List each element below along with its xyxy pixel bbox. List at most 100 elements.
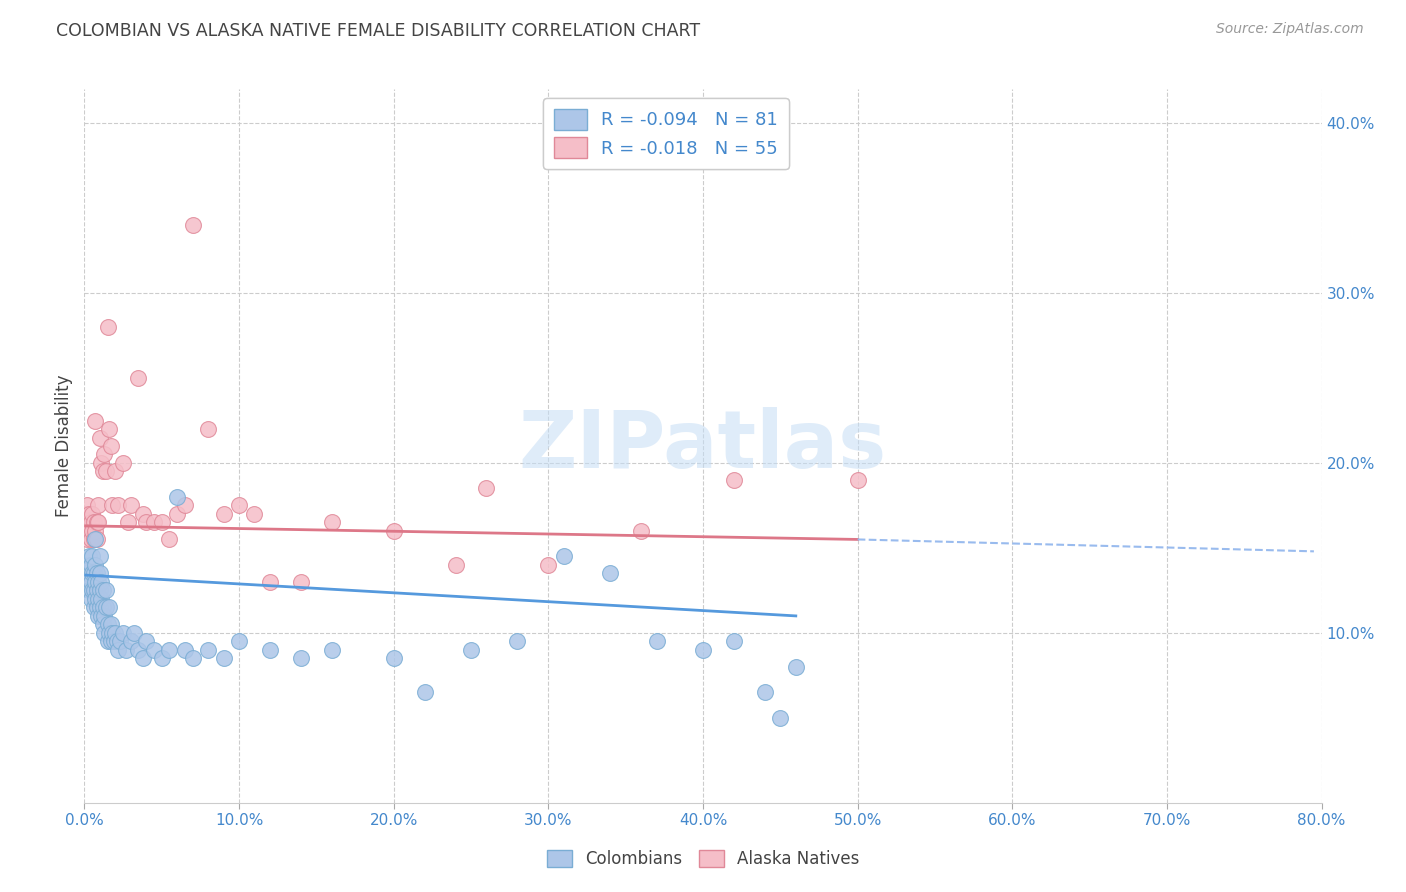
Point [94,583,117,598]
Point [96,634,118,648]
Point [132,507,155,521]
Point [91,600,114,615]
Point [76,499,98,513]
Point [100,617,122,632]
Point [645,634,668,648]
Point [79,558,101,572]
Point [444,558,467,572]
Point [599,566,621,581]
Point [87,591,110,606]
Point [115,643,138,657]
Point [98,626,121,640]
Point [630,524,652,538]
Point [290,651,312,665]
Point [166,507,188,521]
Point [143,643,166,657]
Point [101,499,124,513]
Point [101,626,124,640]
Point [259,643,281,657]
Point [87,516,110,530]
Point [769,711,792,725]
Point [159,533,180,547]
Point [506,634,529,648]
Point [197,643,219,657]
Point [83,566,105,581]
Point [290,574,312,589]
Point [76,574,98,589]
Point [143,516,166,530]
Point [75,524,97,538]
Point [77,583,100,598]
Point [127,643,149,657]
Point [107,643,129,657]
Point [84,533,107,547]
Point [89,600,111,615]
Point [83,533,105,547]
Point [181,651,204,665]
Point [84,413,107,427]
Point [82,549,104,564]
Point [382,524,405,538]
Point [382,651,405,665]
Point [243,507,266,521]
Point [197,422,219,436]
Point [166,490,188,504]
Point [100,634,122,648]
Point [79,574,101,589]
Point [120,634,142,648]
Point [98,422,121,436]
Text: Source: ZipAtlas.com: Source: ZipAtlas.com [1216,22,1364,37]
Point [83,583,105,598]
Point [132,651,155,665]
Point [94,600,117,615]
Y-axis label: Female Disability: Female Disability [55,375,73,517]
Point [135,634,157,648]
Point [84,574,107,589]
Point [723,473,745,487]
Point [150,651,173,665]
Point [181,218,204,232]
Text: ZIPatlas: ZIPatlas [519,407,887,485]
Point [79,516,101,530]
Point [89,430,111,444]
Point [104,465,127,479]
Point [93,626,115,640]
Point [785,660,807,674]
Point [159,643,180,657]
Point [87,608,110,623]
Point [82,507,104,521]
Point [107,499,129,513]
Point [112,626,135,640]
Text: COLOMBIAN VS ALASKA NATIVE FEMALE DISABILITY CORRELATION CHART: COLOMBIAN VS ALASKA NATIVE FEMALE DISABI… [56,22,700,40]
Point [87,574,110,589]
Point [86,516,108,530]
Point [77,549,100,564]
Point [112,456,135,470]
Point [174,643,197,657]
Point [96,320,118,334]
Point [120,499,142,513]
Point [754,685,776,699]
Point [76,533,98,547]
Point [96,617,118,632]
Point [553,549,575,564]
Point [108,634,131,648]
Point [212,507,235,521]
Point [117,516,139,530]
Point [84,591,107,606]
Point [212,651,235,665]
Point [90,591,112,606]
Point [174,499,197,513]
Point [93,608,115,623]
Point [475,482,498,496]
Point [82,524,104,538]
Point [321,516,343,530]
Point [150,516,173,530]
Point [86,600,108,615]
Legend: Colombians, Alaska Natives: Colombians, Alaska Natives [540,843,866,875]
Point [89,549,111,564]
Point [103,634,125,648]
Point [413,685,436,699]
Point [537,558,560,572]
Point [91,583,114,598]
